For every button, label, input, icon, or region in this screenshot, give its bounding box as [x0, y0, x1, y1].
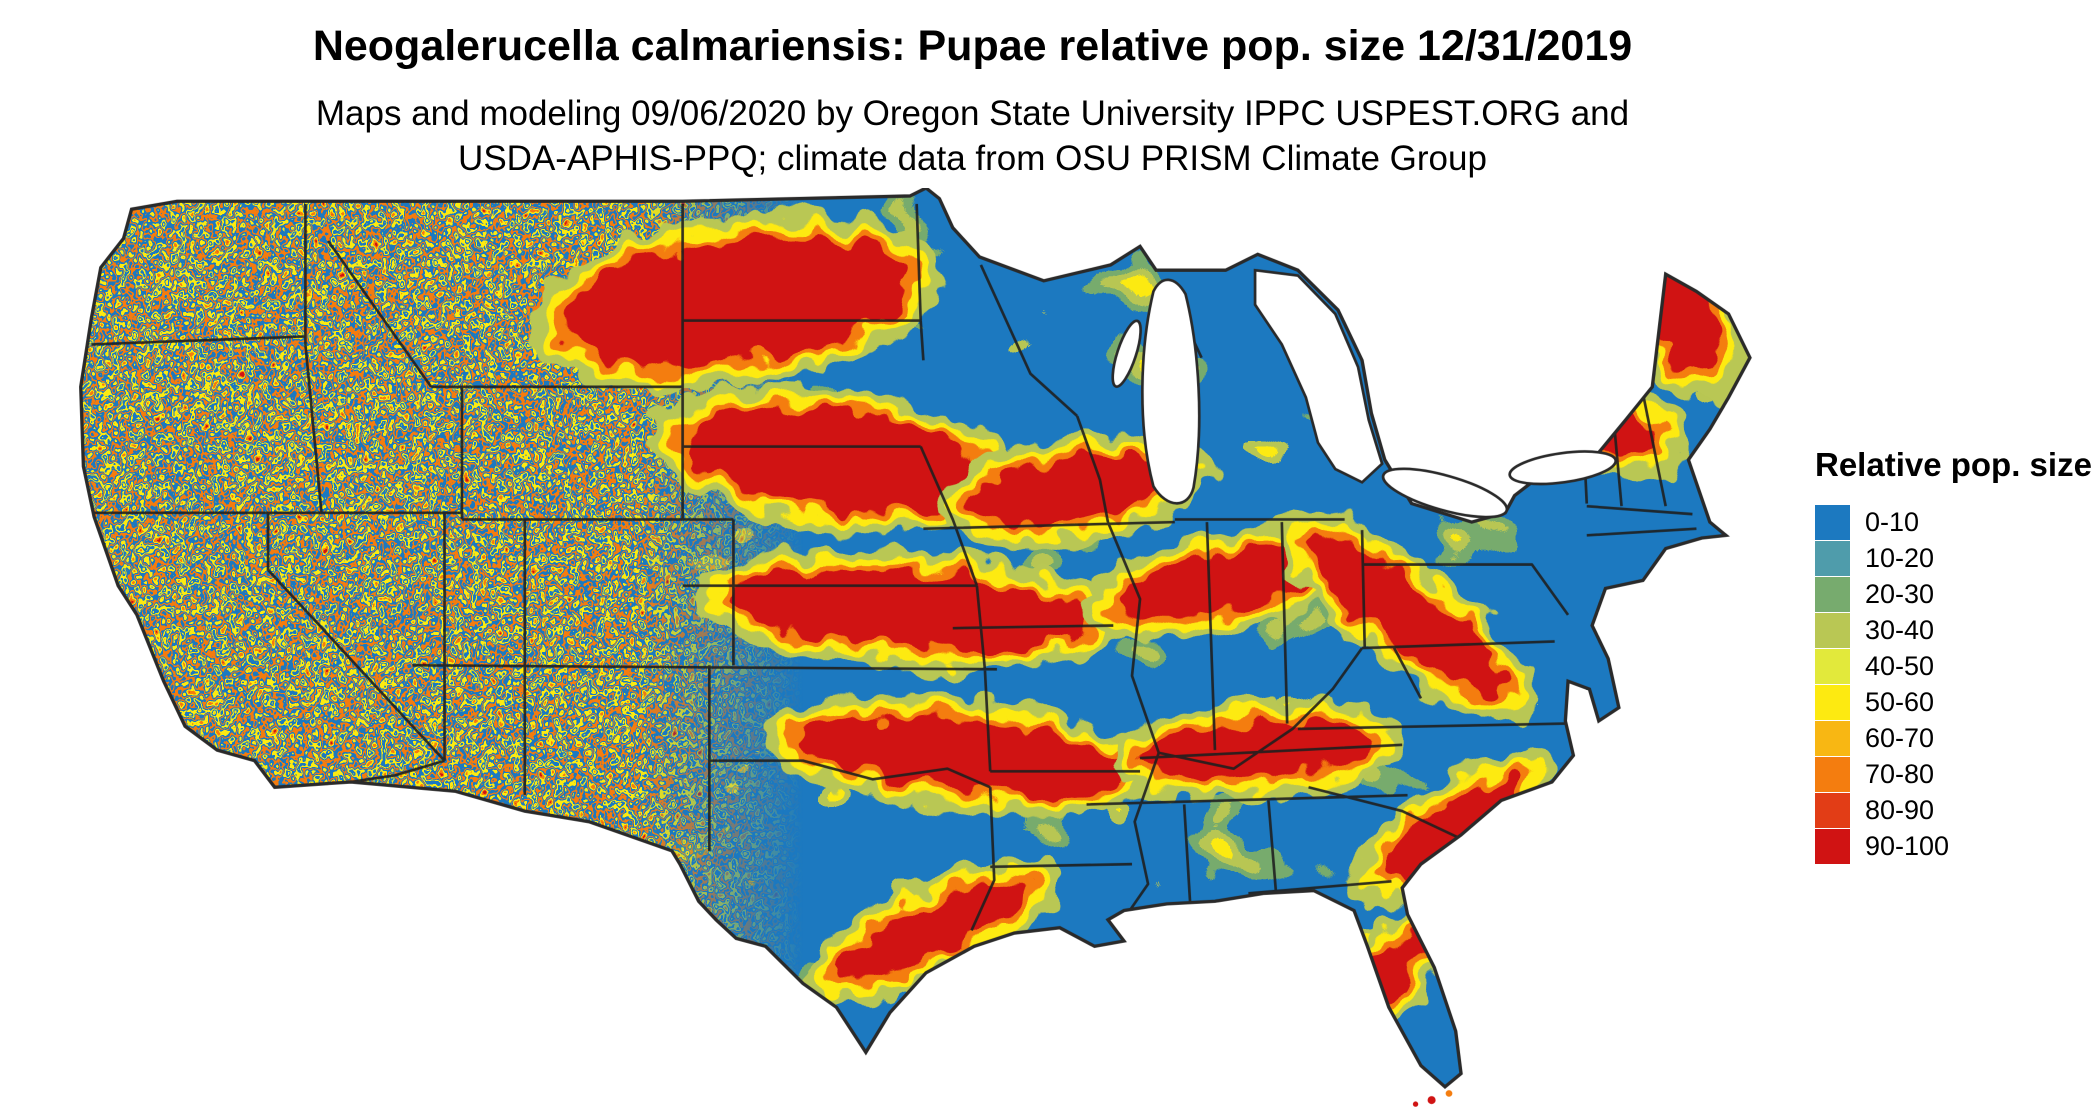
legend-label: 90-100 — [1865, 830, 1950, 861]
page-title: Neogalerucella calmariensis: Pupae relat… — [312, 22, 1633, 70]
legend-label: 40-50 — [1865, 650, 1935, 681]
us-map — [79, 188, 1752, 1107]
legend-item: 60-70 — [1815, 720, 2092, 756]
map-canvas — [54, 188, 1766, 1116]
florida-keys — [1412, 1090, 1453, 1107]
legend-swatch — [1815, 504, 1850, 540]
lake-erie — [1381, 467, 1509, 519]
legend-label: 30-40 — [1865, 614, 1935, 645]
legend-swatch — [1815, 612, 1850, 648]
legend-item: 20-30 — [1815, 576, 2092, 612]
legend-label: 20-30 — [1865, 578, 1935, 609]
raster-layer — [80, 188, 1750, 1087]
great-lakes — [1111, 268, 1618, 519]
legend-swatch — [1815, 828, 1850, 864]
header: Neogalerucella calmariensis: Pupae relat… — [0, 22, 1945, 181]
lake-michigan — [1141, 278, 1201, 505]
legend-swatch — [1815, 576, 1850, 612]
legend-swatch — [1815, 792, 1850, 828]
legend-swatch — [1815, 684, 1850, 720]
legend-label: 0-10 — [1865, 506, 1920, 537]
map-subtitle: Maps and modeling 09/06/2020 by Oregon S… — [0, 91, 1945, 181]
legend-item: 90-100 — [1815, 828, 2092, 864]
legend-item: 30-40 — [1815, 612, 2092, 648]
subtitle-line-2: USDA-APHIS-PPQ; climate data from OSU PR… — [458, 139, 1487, 178]
lake-ontario — [1508, 450, 1618, 486]
legend-label: 80-90 — [1865, 794, 1935, 825]
legend-item: 40-50 — [1815, 648, 2092, 684]
legend-label: 50-60 — [1865, 686, 1935, 717]
legend-swatch — [1815, 648, 1850, 684]
green-bay — [1111, 319, 1142, 388]
legend-title: Relative pop. size — [1815, 446, 2092, 483]
subtitle-line-1: Maps and modeling 09/06/2020 by Oregon S… — [315, 94, 1630, 133]
legend-label: 60-70 — [1865, 722, 1935, 753]
legend: Relative pop. size 0-10 10-20 20-30 30-4… — [1815, 446, 2092, 864]
lake-huron — [1253, 268, 1384, 484]
legend-item: 50-60 — [1815, 684, 2092, 720]
legend-label: 70-80 — [1865, 758, 1935, 789]
legend-label: 10-20 — [1865, 542, 1935, 573]
legend-item: 10-20 — [1815, 540, 2092, 576]
legend-swatch — [1815, 720, 1850, 756]
legend-item: 80-90 — [1815, 792, 2092, 828]
legend-swatch — [1815, 540, 1850, 576]
legend-items: 0-10 10-20 20-30 30-40 40-50 50-60 60-70 — [1815, 504, 2092, 864]
hotspot-blobs — [529, 211, 1749, 1069]
legend-item: 0-10 — [1815, 504, 2092, 540]
legend-item: 70-80 — [1815, 756, 2092, 792]
legend-swatch — [1815, 756, 1850, 792]
